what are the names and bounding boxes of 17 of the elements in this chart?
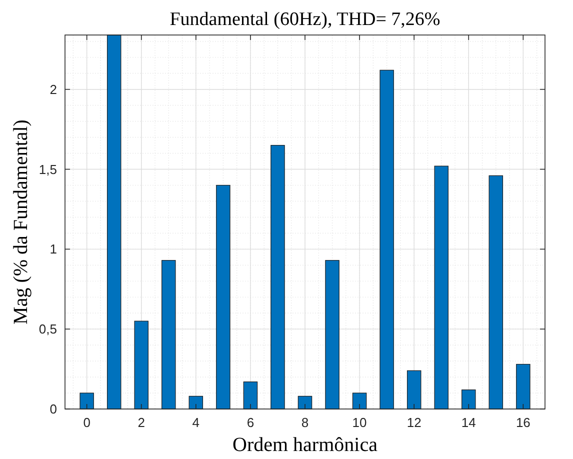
x-tick-label: 14: [461, 415, 476, 430]
x-tick-label: 10: [352, 415, 367, 430]
x-tick-label: 12: [406, 415, 422, 430]
y-tick-label: 0: [50, 402, 57, 417]
chart-title: Fundamental (60Hz), THD= 7,26%: [170, 9, 440, 30]
y-tick-label: 1,5: [38, 162, 57, 177]
x-tick-label: 6: [246, 415, 254, 430]
x-tick-label: 4: [192, 415, 200, 430]
x-tick-label: 0: [83, 415, 90, 430]
y-tick-label: 0,5: [38, 322, 57, 337]
y-tick-label: 2: [50, 82, 57, 97]
x-tick-label: 2: [138, 415, 145, 430]
x-tick-label: 8: [301, 415, 309, 430]
x-tick-label: 16: [516, 415, 530, 430]
y-axis-title: Mag (% da Fundamental): [10, 120, 32, 324]
x-axis-title: Ordem harmônica: [232, 434, 378, 456]
y-tick-label: 1: [50, 242, 57, 257]
